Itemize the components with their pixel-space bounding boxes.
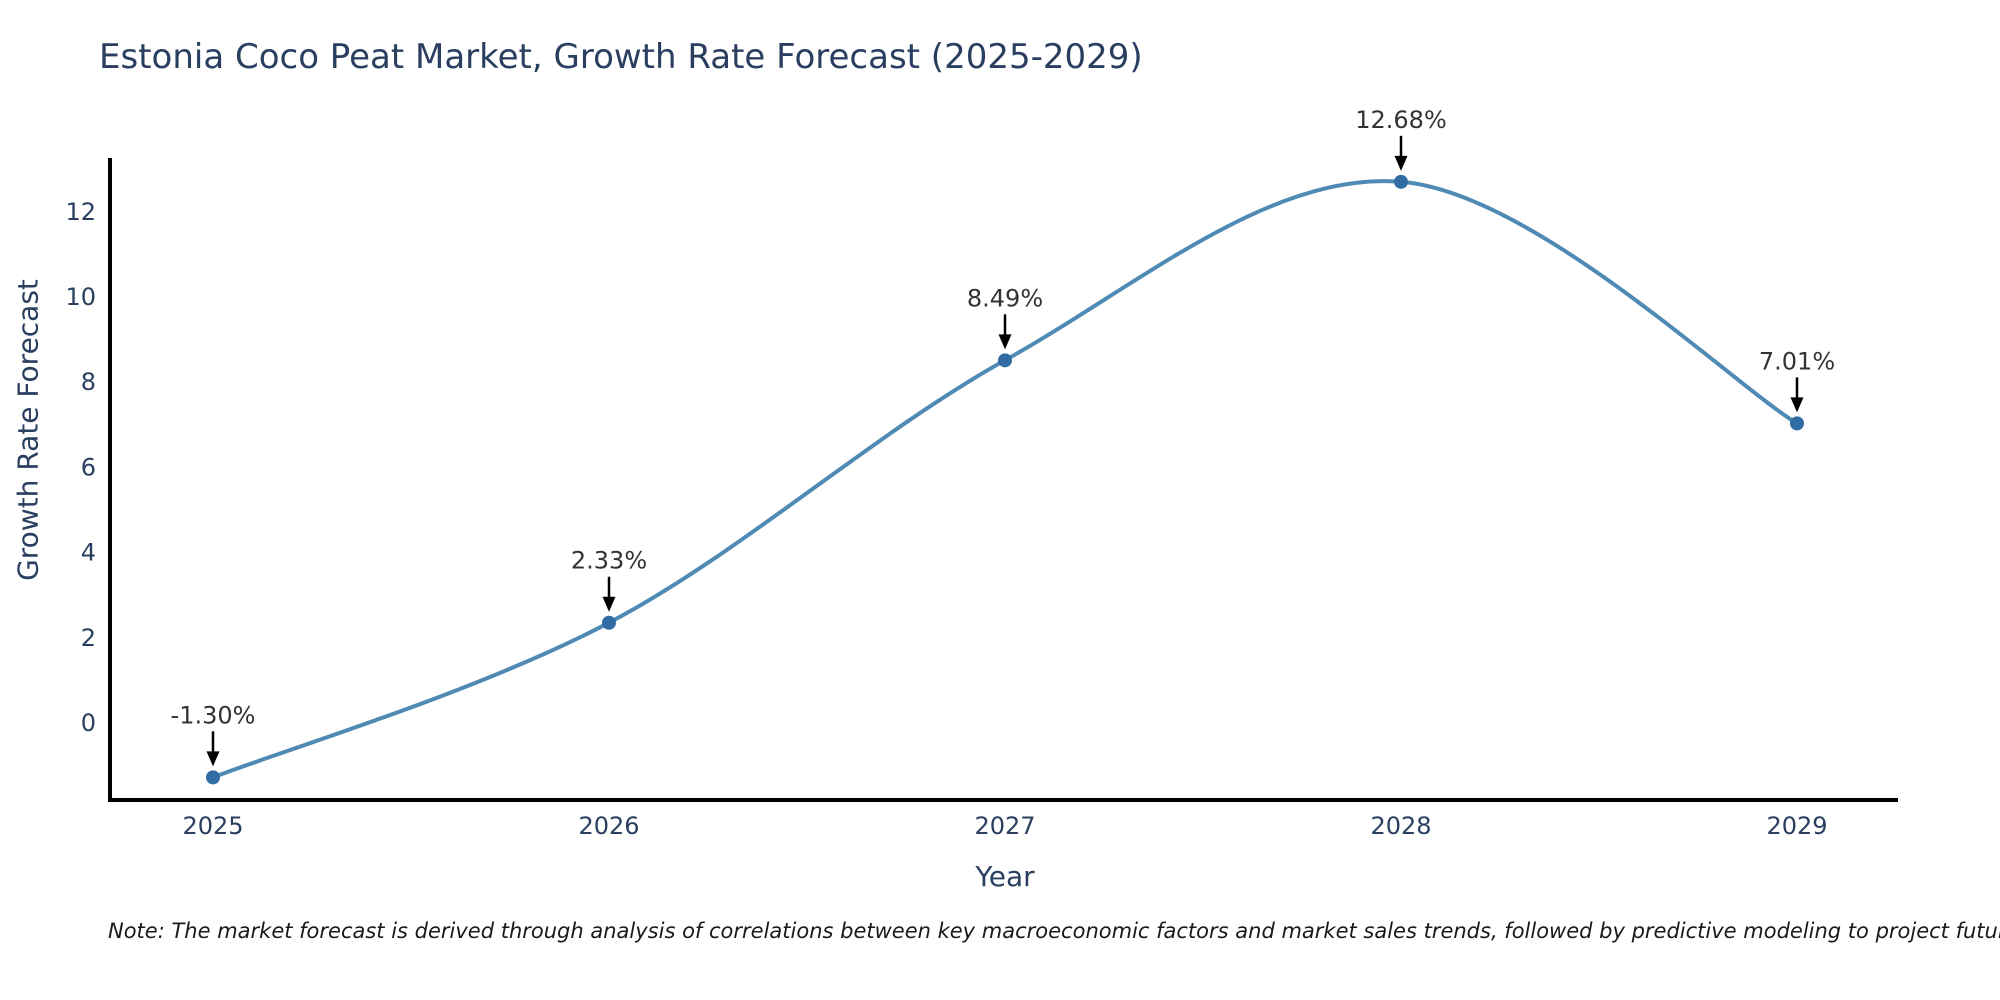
y-tick-label: 10 bbox=[65, 283, 96, 311]
data-point-marker bbox=[206, 770, 220, 785]
annotation-label: 8.49% bbox=[967, 284, 1043, 312]
footnote: Note: The market forecast is derived thr… bbox=[108, 919, 2000, 943]
y-tick-label: 6 bbox=[81, 453, 96, 481]
x-tick-label: 2028 bbox=[1370, 812, 1431, 840]
x-tick-label: 2026 bbox=[578, 812, 639, 840]
y-tick-label: 0 bbox=[81, 709, 96, 737]
y-axis-title: Growth Rate Forecast bbox=[11, 279, 45, 581]
annotation-label: 7.01% bbox=[1759, 347, 1835, 375]
y-tick-label: 4 bbox=[81, 539, 96, 567]
x-tick-label: 2025 bbox=[182, 812, 243, 840]
annotation-arrowhead-icon bbox=[998, 334, 1012, 350]
annotation-arrowhead-icon bbox=[1790, 397, 1804, 413]
annotation-label: 2.33% bbox=[571, 547, 647, 575]
y-tick-label: 2 bbox=[81, 624, 96, 652]
y-tick-label: 8 bbox=[81, 368, 96, 396]
annotation-label: -1.30% bbox=[171, 701, 256, 729]
annotation-arrowhead-icon bbox=[206, 751, 220, 767]
data-point-marker bbox=[998, 353, 1012, 368]
trend-line bbox=[211, 179, 1799, 780]
annotation-arrowhead-icon bbox=[1394, 155, 1408, 171]
annotation-label: 12.68% bbox=[1355, 106, 1447, 134]
x-tick-label: 2029 bbox=[1766, 812, 1827, 840]
data-point-marker bbox=[602, 615, 616, 630]
chart-title: Estonia Coco Peat Market, Growth Rate Fo… bbox=[99, 37, 1143, 77]
x-axis-title: Year bbox=[975, 860, 1035, 893]
x-tick-label: 2027 bbox=[974, 812, 1035, 840]
annotation-arrowhead-icon bbox=[602, 596, 616, 612]
data-point-marker bbox=[1394, 174, 1408, 189]
data-point-marker bbox=[1790, 416, 1804, 431]
y-tick-label: 12 bbox=[65, 198, 96, 226]
